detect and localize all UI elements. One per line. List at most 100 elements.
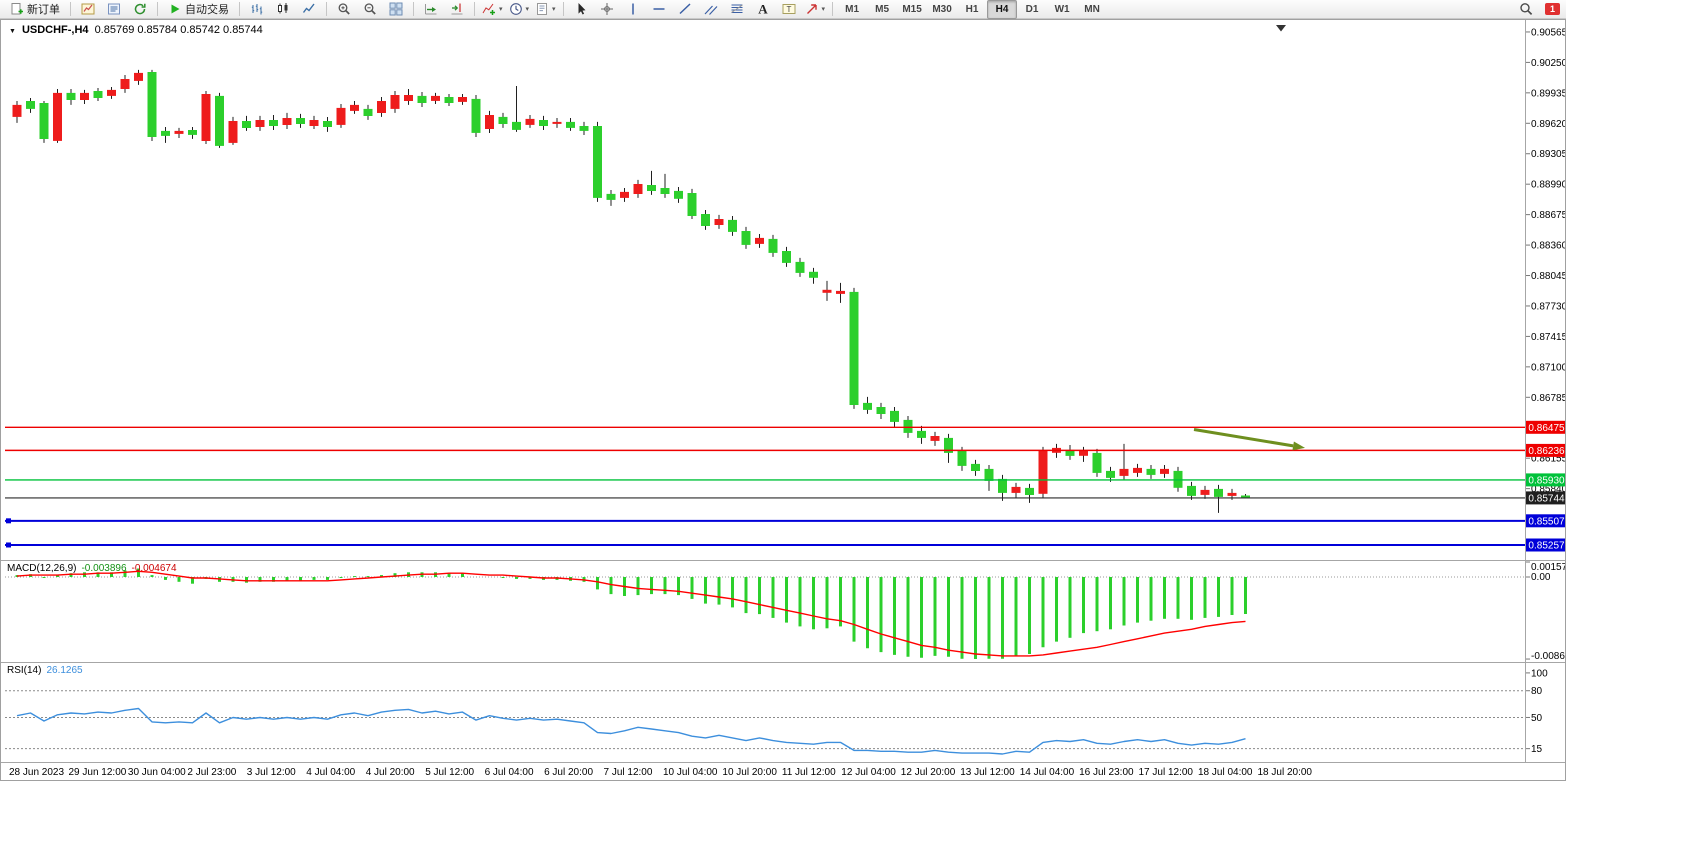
tf-m5-button[interactable]: M5 bbox=[867, 0, 897, 19]
auto-scroll-button[interactable] bbox=[418, 0, 444, 19]
profiles-button[interactable] bbox=[101, 0, 127, 19]
tf-h1-button[interactable]: H1 bbox=[957, 0, 987, 19]
zoom-in-button[interactable] bbox=[331, 0, 357, 19]
toolbar-right: 1 bbox=[1513, 0, 1560, 19]
main-toolbar: 新订单 自动交易 ▾ ▾ ▾ A T ▾ M1 M5 M15 M30 H1 H4 D1 W1 MN 1 bbox=[0, 0, 1566, 19]
candlestick-chart-button[interactable] bbox=[270, 0, 296, 19]
arrow-annotation[interactable] bbox=[1193, 428, 1305, 451]
notification-badge[interactable]: 1 bbox=[1544, 3, 1560, 15]
tf-m5-button-label: M5 bbox=[875, 3, 890, 15]
trendline-icon bbox=[679, 3, 691, 15]
svg-text:16 Jul 23:00: 16 Jul 23:00 bbox=[1079, 767, 1134, 778]
toolbar-separator bbox=[562, 2, 564, 16]
svg-text:29 Jun 12:00: 29 Jun 12:00 bbox=[69, 767, 127, 778]
tf-w1-button[interactable]: W1 bbox=[1047, 0, 1077, 19]
fibonacci-button[interactable] bbox=[724, 0, 750, 19]
periods-icon bbox=[509, 3, 522, 15]
linechart-icon bbox=[302, 3, 315, 13]
cursor-icon bbox=[578, 3, 586, 15]
svg-text:18 Jul 04:00: 18 Jul 04:00 bbox=[1198, 767, 1253, 778]
svg-text:0.88675: 0.88675 bbox=[1531, 210, 1565, 221]
hline-objects[interactable] bbox=[5, 426, 1525, 548]
candles-layer bbox=[12, 69, 1250, 513]
chart-canvas[interactable]: 0.90565 0.90250 0.89935 0.89620 0.89305 0.889… bbox=[1, 20, 1565, 780]
chart-shift-icon bbox=[451, 3, 463, 15]
templates-button[interactable]: ▾ bbox=[532, 0, 559, 19]
macd-panel: 0.0015790.00 -0.008633 bbox=[5, 561, 1565, 662]
arrows-button[interactable]: ▾ bbox=[802, 0, 829, 19]
svg-text:0.90250: 0.90250 bbox=[1531, 58, 1565, 69]
text-label-button[interactable]: T bbox=[776, 0, 802, 19]
tf-mn-button[interactable]: MN bbox=[1077, 0, 1107, 19]
periods-button[interactable]: ▾ bbox=[506, 0, 533, 19]
new-order-button[interactable]: 新订单 bbox=[4, 0, 66, 19]
svg-text:3 Jul 12:00: 3 Jul 12:00 bbox=[247, 767, 296, 778]
svg-text:100: 100 bbox=[1531, 668, 1548, 679]
text-button[interactable]: A bbox=[750, 0, 776, 19]
svg-text:12 Jul 20:00: 12 Jul 20:00 bbox=[901, 767, 956, 778]
new-chart-button[interactable] bbox=[75, 0, 101, 19]
zoom-out-button[interactable] bbox=[357, 0, 383, 19]
channel-button[interactable] bbox=[698, 0, 724, 19]
toolbar-separator bbox=[70, 2, 71, 16]
svg-text:0.85840: 0.85840 bbox=[1531, 484, 1565, 495]
svg-text:28 Jun 2023: 28 Jun 2023 bbox=[9, 767, 64, 778]
rsi-line bbox=[16, 707, 1246, 755]
line-chart-button[interactable] bbox=[296, 0, 322, 19]
svg-text:0.88990: 0.88990 bbox=[1531, 180, 1565, 191]
tf-m30-button[interactable]: M30 bbox=[927, 0, 957, 19]
svg-text:7 Jul 12:00: 7 Jul 12:00 bbox=[604, 767, 653, 778]
chart-shift-marker[interactable] bbox=[1276, 25, 1286, 32]
template-icon bbox=[537, 3, 548, 15]
zoom-in-icon bbox=[338, 3, 350, 15]
indicators-button[interactable]: ▾ bbox=[479, 0, 506, 19]
svg-text:0.90565: 0.90565 bbox=[1531, 28, 1565, 39]
tf-h4-button[interactable]: H4 bbox=[987, 0, 1018, 19]
candles-icon bbox=[278, 3, 288, 14]
svg-text:0.87730: 0.87730 bbox=[1531, 302, 1565, 313]
hline-icon bbox=[653, 8, 665, 10]
tf-m15-button[interactable]: M15 bbox=[897, 0, 927, 19]
bars-chart-button[interactable] bbox=[244, 0, 270, 19]
tile-windows-button[interactable] bbox=[383, 0, 409, 19]
time-axis[interactable]: 28 Jun 2023 29 Jun 12:00 30 Jun 04:00 2 Jul… bbox=[9, 767, 1312, 778]
search-icon bbox=[1520, 3, 1533, 16]
svg-text:14 Jul 04:00: 14 Jul 04:00 bbox=[1020, 767, 1075, 778]
tf-d1-button[interactable]: D1 bbox=[1017, 0, 1047, 19]
svg-text:0.86475: 0.86475 bbox=[1528, 423, 1565, 434]
svg-text:17 Jul 12:00: 17 Jul 12:00 bbox=[1139, 767, 1194, 778]
price-axis[interactable]: 0.90565 0.90250 0.89935 0.89620 0.89305 0.889… bbox=[1526, 28, 1565, 496]
horizontal-line-button[interactable] bbox=[646, 0, 672, 19]
svg-text:A: A bbox=[758, 2, 768, 16]
chevron-down-icon: ▾ bbox=[552, 5, 556, 13]
macd-signal-line bbox=[16, 570, 1246, 657]
search-button[interactable] bbox=[1513, 0, 1539, 19]
svg-text:0.87415: 0.87415 bbox=[1531, 332, 1565, 343]
trendline-button[interactable] bbox=[672, 0, 698, 19]
tf-m1-button-label: M1 bbox=[845, 3, 860, 15]
vline-icon bbox=[631, 3, 634, 15]
indicators-icon bbox=[482, 3, 495, 15]
auto-scroll-icon bbox=[425, 4, 437, 15]
tf-mn-button-label: MN bbox=[1084, 3, 1100, 15]
text-label-icon: T bbox=[782, 4, 796, 14]
tf-w1-button-label: W1 bbox=[1054, 3, 1070, 15]
refresh-button[interactable] bbox=[127, 0, 153, 19]
new-order-button-label: 新订单 bbox=[27, 4, 60, 16]
crosshair-button[interactable] bbox=[594, 0, 620, 19]
svg-text:0.89620: 0.89620 bbox=[1531, 119, 1565, 130]
svg-text:12 Jul 04:00: 12 Jul 04:00 bbox=[841, 767, 896, 778]
toolbar-separator bbox=[326, 2, 327, 16]
cursor-button[interactable] bbox=[568, 0, 594, 19]
autotrading-button[interactable]: 自动交易 bbox=[162, 0, 235, 19]
svg-text:0.88045: 0.88045 bbox=[1531, 271, 1565, 282]
svg-text:13 Jul 12:00: 13 Jul 12:00 bbox=[960, 767, 1015, 778]
chart-shift-button[interactable] bbox=[444, 0, 470, 19]
svg-text:2 Jul 23:00: 2 Jul 23:00 bbox=[187, 767, 236, 778]
svg-text:6 Jul 20:00: 6 Jul 20:00 bbox=[544, 767, 593, 778]
tf-m1-button[interactable]: M1 bbox=[837, 0, 867, 19]
svg-text:T: T bbox=[786, 5, 791, 14]
vertical-line-button[interactable] bbox=[620, 0, 646, 19]
tile-icon bbox=[389, 2, 403, 16]
